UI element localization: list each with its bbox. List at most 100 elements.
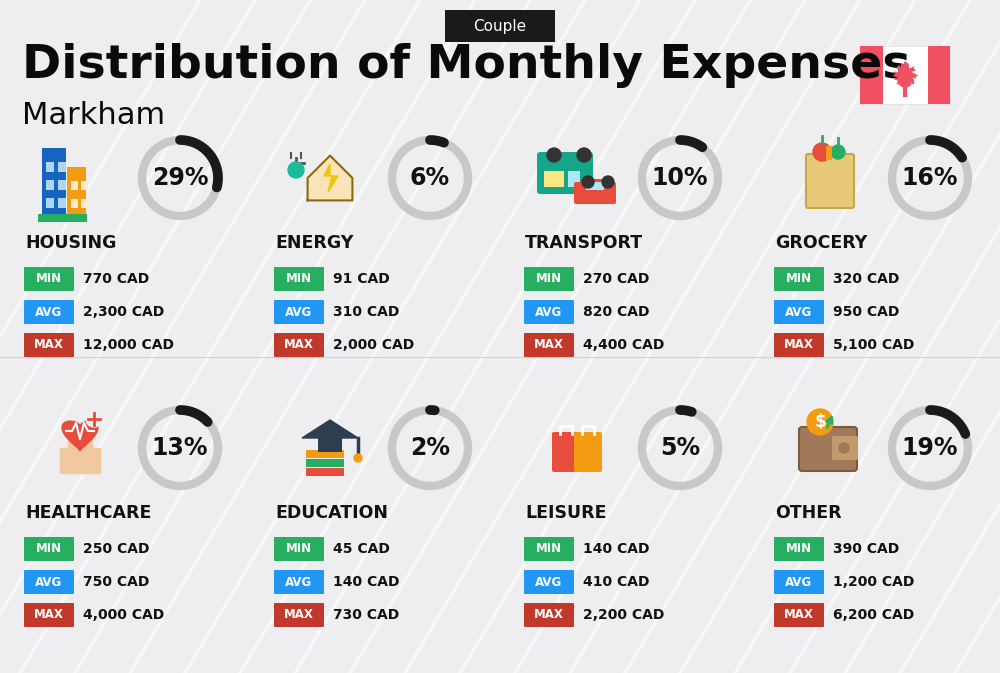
Text: 2,200 CAD: 2,200 CAD [583,608,664,622]
FancyBboxPatch shape [318,436,342,452]
Text: MAX: MAX [34,339,64,351]
FancyBboxPatch shape [274,300,324,324]
Text: AVG: AVG [535,306,563,318]
Point [897,69,913,80]
Text: HEALTHCARE: HEALTHCARE [25,504,151,522]
FancyBboxPatch shape [860,46,883,104]
FancyBboxPatch shape [544,171,564,187]
Text: 2%: 2% [410,436,450,460]
FancyBboxPatch shape [860,46,950,104]
Text: MIN: MIN [286,542,312,555]
FancyBboxPatch shape [58,180,66,190]
Text: 140 CAD: 140 CAD [583,542,650,556]
Text: AVG: AVG [535,575,563,588]
Text: 91 CAD: 91 CAD [333,272,390,286]
FancyBboxPatch shape [306,450,344,458]
Text: 770 CAD: 770 CAD [83,272,149,286]
FancyBboxPatch shape [586,182,604,190]
Text: HOUSING: HOUSING [25,234,116,252]
Text: MIN: MIN [536,542,562,555]
Polygon shape [60,438,100,473]
FancyBboxPatch shape [274,333,324,357]
Circle shape [807,409,833,435]
FancyBboxPatch shape [24,537,74,561]
Text: MAX: MAX [34,608,64,621]
Text: Markham: Markham [22,100,165,129]
FancyBboxPatch shape [574,182,616,204]
Text: MAX: MAX [534,608,564,621]
FancyBboxPatch shape [42,147,66,216]
Text: AVG: AVG [35,575,63,588]
Circle shape [813,143,831,161]
FancyBboxPatch shape [274,570,324,594]
Text: 140 CAD: 140 CAD [333,575,400,589]
Text: AVG: AVG [785,575,813,588]
FancyBboxPatch shape [524,570,574,594]
FancyBboxPatch shape [524,333,574,357]
Text: ENERGY: ENERGY [275,234,353,252]
Polygon shape [302,420,358,438]
Text: 4,000 CAD: 4,000 CAD [83,608,164,622]
FancyBboxPatch shape [71,199,78,208]
Circle shape [86,411,102,427]
Text: MAX: MAX [284,608,314,621]
Text: 250 CAD: 250 CAD [83,542,150,556]
FancyBboxPatch shape [524,267,574,291]
Polygon shape [308,155,352,201]
FancyBboxPatch shape [574,432,602,472]
Text: 5,100 CAD: 5,100 CAD [833,338,914,352]
FancyBboxPatch shape [274,603,324,627]
FancyBboxPatch shape [568,171,580,187]
FancyBboxPatch shape [774,570,824,594]
FancyBboxPatch shape [24,603,74,627]
Text: MAX: MAX [784,339,814,351]
FancyBboxPatch shape [38,214,87,222]
Text: 12,000 CAD: 12,000 CAD [83,338,174,352]
Text: 4,400 CAD: 4,400 CAD [583,338,664,352]
Text: MAX: MAX [784,608,814,621]
Text: MIN: MIN [786,273,812,285]
FancyBboxPatch shape [583,179,607,193]
Text: TRANSPORT: TRANSPORT [525,234,643,252]
Text: 270 CAD: 270 CAD [583,272,649,286]
Polygon shape [62,421,98,451]
Circle shape [602,176,614,188]
Text: 390 CAD: 390 CAD [833,542,899,556]
Circle shape [582,176,594,188]
Text: 13%: 13% [152,436,208,460]
Text: 2,000 CAD: 2,000 CAD [333,338,414,352]
FancyBboxPatch shape [806,154,854,208]
Point [897,69,913,80]
Text: 820 CAD: 820 CAD [583,305,650,319]
FancyBboxPatch shape [58,198,66,208]
Circle shape [547,148,561,162]
FancyBboxPatch shape [774,333,824,357]
FancyBboxPatch shape [524,603,574,627]
Text: MIN: MIN [286,273,312,285]
FancyBboxPatch shape [832,436,858,460]
FancyBboxPatch shape [774,603,824,627]
FancyBboxPatch shape [46,180,54,190]
Text: 45 CAD: 45 CAD [333,542,390,556]
FancyBboxPatch shape [58,162,66,172]
Text: 16%: 16% [902,166,958,190]
Text: Couple: Couple [473,18,527,34]
Text: OTHER: OTHER [775,504,842,522]
Polygon shape [324,164,338,192]
Text: 19%: 19% [902,436,958,460]
Text: MIN: MIN [36,273,62,285]
FancyBboxPatch shape [24,267,74,291]
FancyBboxPatch shape [81,181,88,190]
Text: MIN: MIN [536,273,562,285]
FancyBboxPatch shape [274,537,324,561]
Text: 750 CAD: 750 CAD [83,575,149,589]
Text: AVG: AVG [35,306,63,318]
Text: 6%: 6% [410,166,450,190]
Text: 29%: 29% [152,166,208,190]
FancyBboxPatch shape [524,300,574,324]
FancyBboxPatch shape [24,300,74,324]
FancyBboxPatch shape [306,459,344,467]
Text: 5%: 5% [660,436,700,460]
Text: AVG: AVG [285,575,313,588]
Polygon shape [894,62,916,88]
